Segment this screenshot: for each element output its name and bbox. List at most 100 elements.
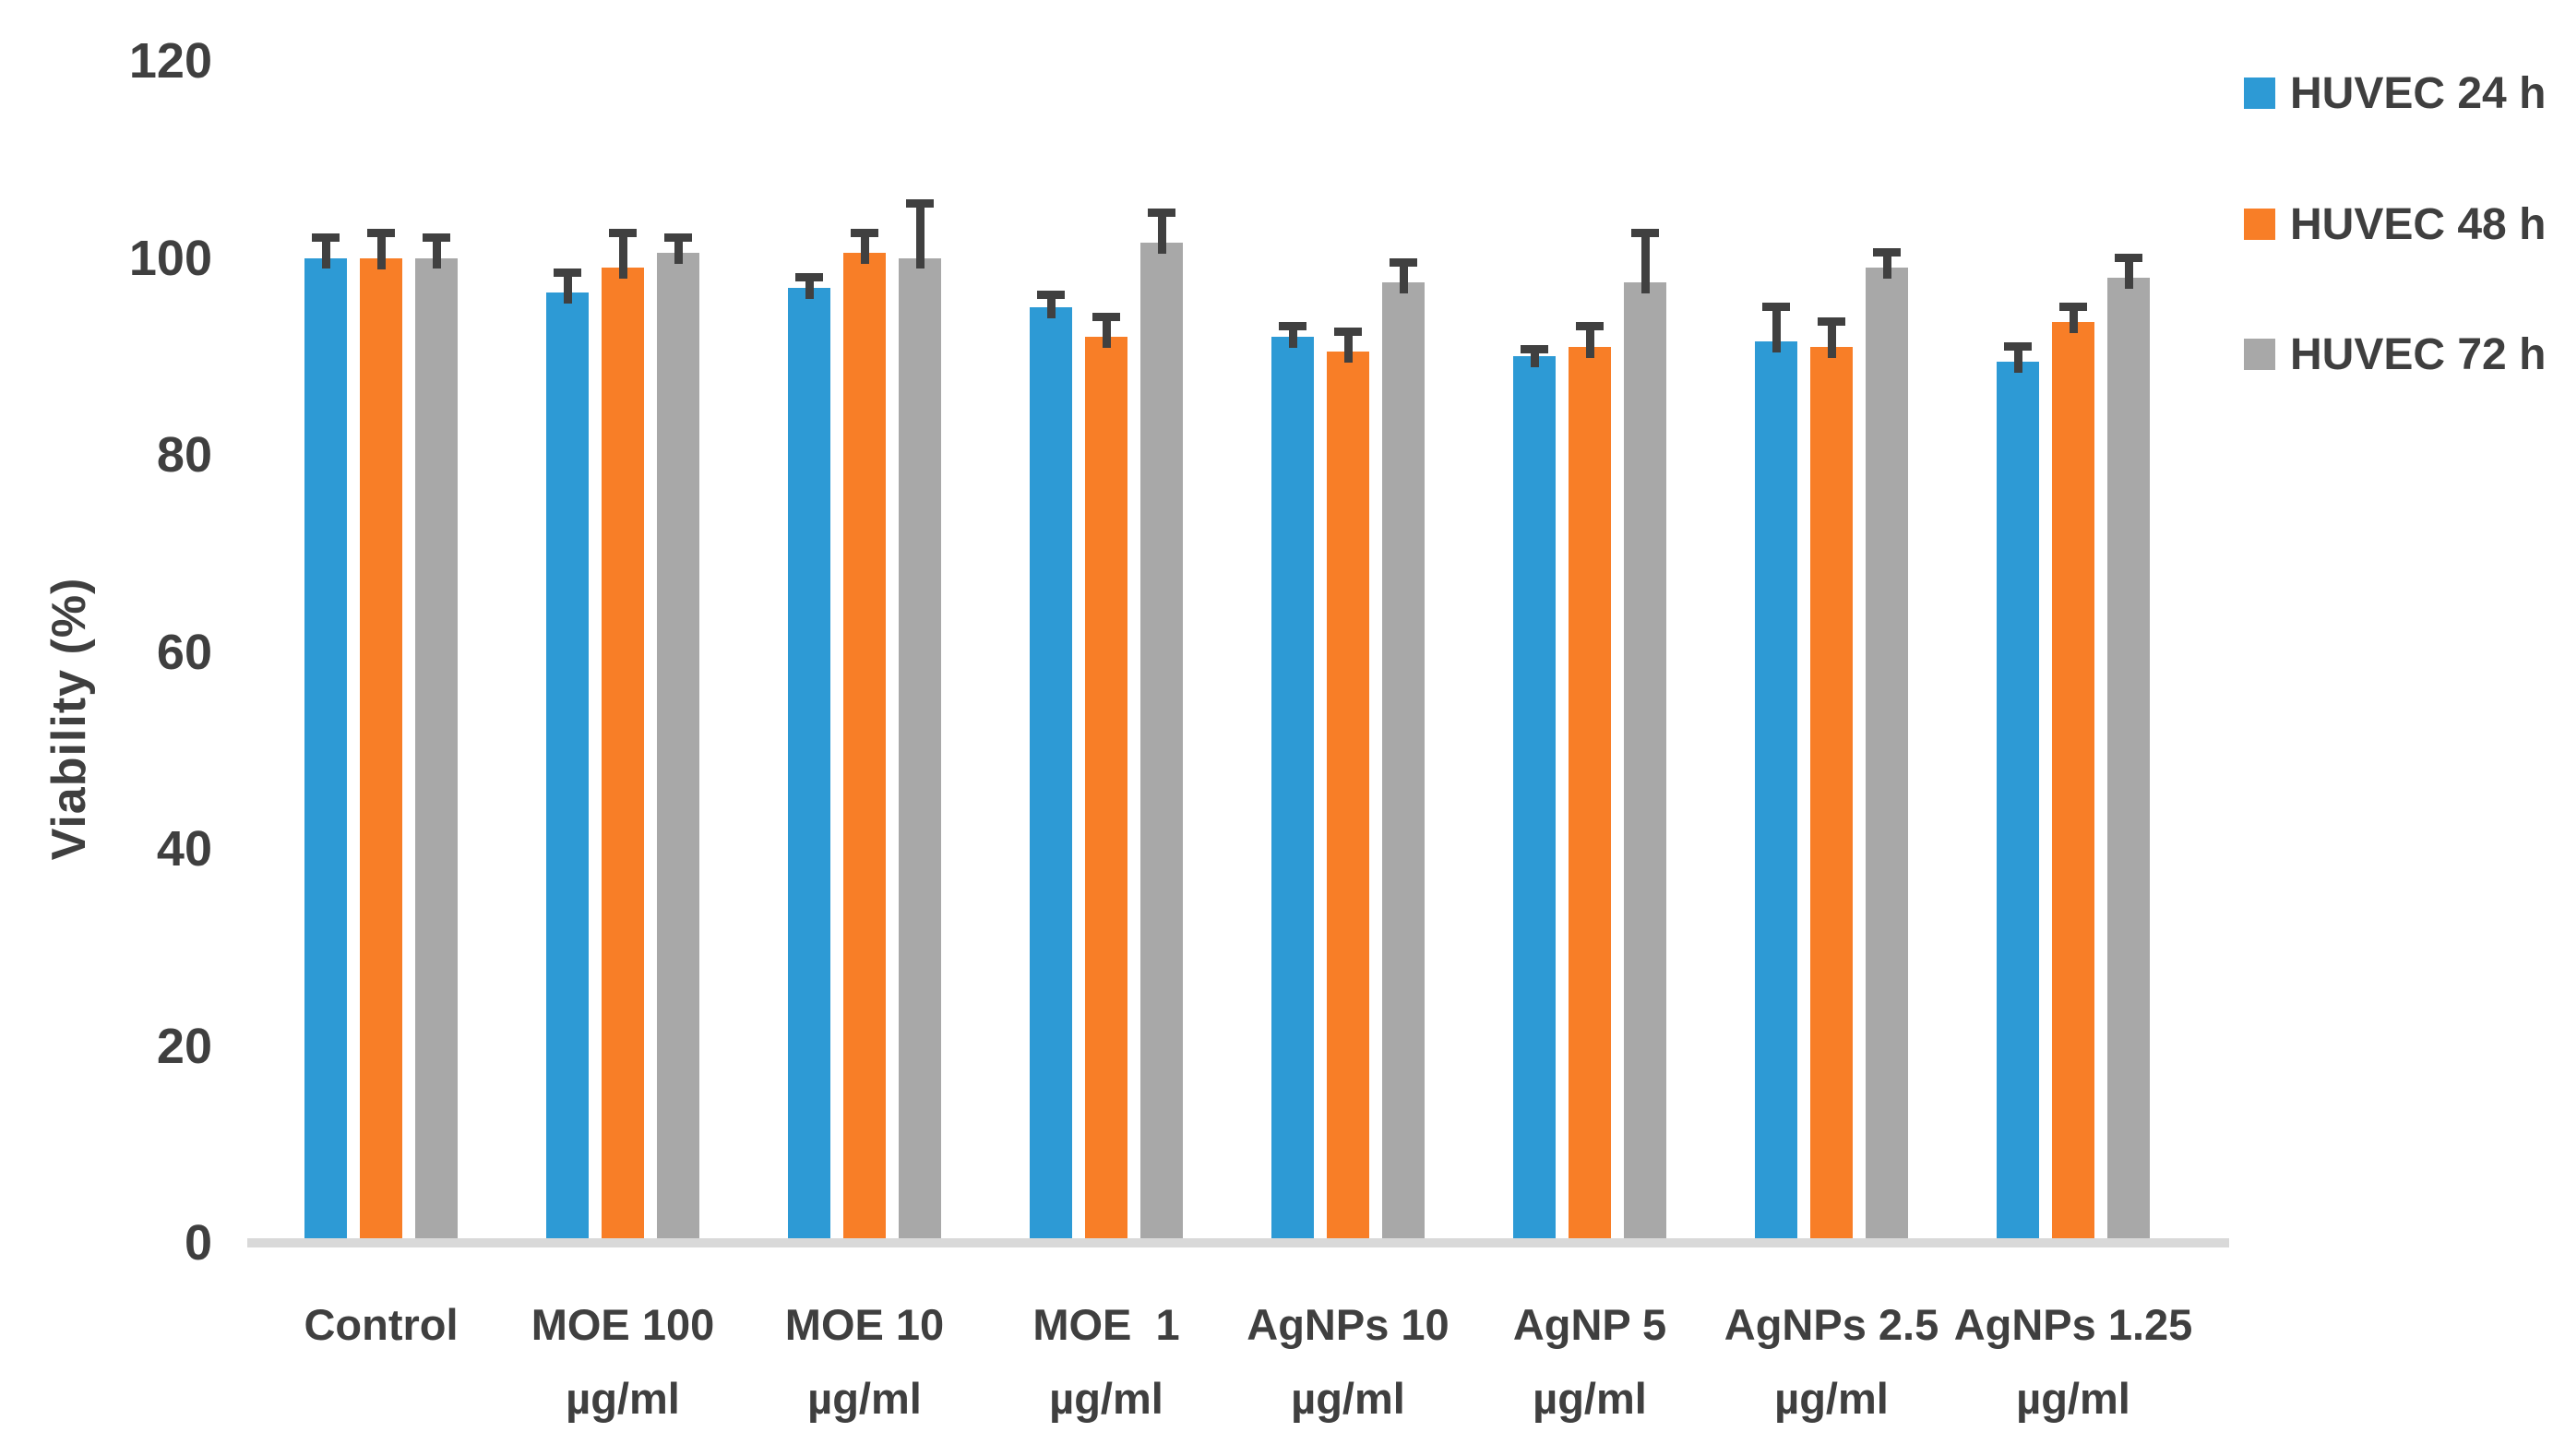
error-bar-cap xyxy=(1818,316,1845,326)
error-bar-whisker xyxy=(1530,349,1539,368)
bar xyxy=(1755,341,1797,1247)
legend-swatch xyxy=(2244,78,2275,109)
bar xyxy=(1382,282,1425,1247)
y-tick-label: 100 xyxy=(128,230,212,286)
error-bar-whisker xyxy=(1102,316,1111,348)
error-bar-whisker xyxy=(860,233,869,265)
bar xyxy=(843,253,886,1247)
error-bar-whisker xyxy=(376,233,386,269)
x-category-label: AgNPs 2.5 xyxy=(1724,1300,1939,1349)
x-category-unit-label: µg/ml xyxy=(1533,1374,1647,1423)
x-category-label: AgNPs 10 xyxy=(1247,1300,1449,1349)
error-bar-whisker xyxy=(1046,295,1056,318)
error-bar-cap xyxy=(367,228,395,237)
bar xyxy=(1085,336,1127,1247)
bar xyxy=(1866,268,1908,1247)
error-bar-cap xyxy=(1390,257,1417,267)
error-bar-cap xyxy=(851,228,878,237)
error-bar-whisker xyxy=(432,238,441,269)
bar xyxy=(304,257,347,1247)
bar xyxy=(2052,321,2094,1247)
y-tick-label: 20 xyxy=(156,1018,212,1074)
x-category-unit-label: µg/ml xyxy=(566,1374,680,1423)
error-bar-whisker xyxy=(618,233,627,280)
bar xyxy=(1271,336,1314,1247)
error-bar-whisker xyxy=(1827,321,1836,358)
legend-swatch xyxy=(2244,209,2275,240)
error-bar-whisker xyxy=(1288,327,1297,348)
x-category-unit-label: µg/ml xyxy=(807,1374,922,1423)
error-bar-whisker xyxy=(2124,257,2133,289)
x-category-unit-label: µg/ml xyxy=(1291,1374,1405,1423)
error-bar-cap xyxy=(1148,209,1175,218)
error-bar-whisker xyxy=(1882,253,1891,280)
bar xyxy=(1569,346,1611,1247)
error-bar-whisker xyxy=(1640,233,1650,294)
error-bar-whisker xyxy=(1343,331,1353,363)
x-category-label: MOE 1 xyxy=(1032,1300,1180,1349)
bar xyxy=(788,287,830,1247)
error-bar-cap xyxy=(906,198,934,208)
legend-label: HUVEC 72 h xyxy=(2290,329,2547,379)
error-bar-cap xyxy=(1576,322,1604,331)
bar xyxy=(657,253,699,1247)
error-bar-whisker xyxy=(674,238,683,265)
bar xyxy=(1030,306,1072,1247)
error-bar-cap xyxy=(1631,228,1659,237)
legend-item: HUVEC 24 h xyxy=(2244,69,2546,118)
legend-item: HUVEC 48 h xyxy=(2244,200,2546,249)
error-bar-whisker xyxy=(1585,327,1594,358)
error-bar-whisker xyxy=(805,277,814,299)
error-bar-cap xyxy=(1762,302,1790,311)
error-bar-cap xyxy=(312,233,340,243)
y-tick-label: 120 xyxy=(128,33,212,89)
y-axis-title: Viability (%) xyxy=(42,577,96,861)
bar xyxy=(1513,356,1556,1247)
error-bar-cap xyxy=(1521,344,1548,353)
error-bar-cap xyxy=(1037,291,1065,300)
x-category-label: AgNPs 1.25 xyxy=(1953,1300,2193,1349)
bar xyxy=(360,257,402,1247)
x-category-label: Control xyxy=(304,1300,459,1349)
error-bar-cap xyxy=(1092,312,1120,321)
x-category-label: AgNP 5 xyxy=(1512,1300,1667,1349)
y-tick-label: 40 xyxy=(156,821,212,877)
error-bar-cap xyxy=(795,272,823,281)
error-bar-cap xyxy=(2115,253,2142,262)
error-bar-cap xyxy=(1279,322,1306,331)
error-bar-whisker xyxy=(563,272,572,304)
legend-label: HUVEC 48 h xyxy=(2290,199,2547,249)
x-category-unit-label: µg/ml xyxy=(2016,1374,2130,1423)
error-bar-whisker xyxy=(915,203,925,269)
bar xyxy=(546,292,589,1247)
y-tick-label: 80 xyxy=(156,427,212,483)
bar xyxy=(1997,361,2039,1247)
error-bar-whisker xyxy=(1157,213,1166,255)
error-bar-whisker xyxy=(321,238,330,269)
x-axis-line xyxy=(247,1238,2229,1247)
y-tick-label: 60 xyxy=(156,624,212,680)
error-bar-cap xyxy=(664,233,692,243)
error-bar-whisker xyxy=(1772,306,1781,353)
error-bar-cap xyxy=(1334,327,1362,336)
error-bar-cap xyxy=(1873,248,1901,257)
error-bar-cap xyxy=(2059,302,2087,311)
bar xyxy=(899,257,941,1247)
x-category-unit-label: µg/ml xyxy=(1049,1374,1163,1423)
legend-label: HUVEC 24 h xyxy=(2290,68,2547,118)
x-category-label: MOE 10 xyxy=(784,1300,945,1349)
error-bar-cap xyxy=(2004,341,2032,351)
bar xyxy=(602,268,644,1247)
error-bar-cap xyxy=(609,228,637,237)
bar xyxy=(1810,346,1853,1247)
error-bar-cap xyxy=(554,268,581,277)
bar xyxy=(2107,277,2150,1247)
error-bar-whisker xyxy=(2069,306,2078,333)
bar xyxy=(415,257,458,1247)
error-bar-whisker xyxy=(2013,346,2022,373)
legend-swatch xyxy=(2244,339,2275,370)
x-category-label: MOE 100 xyxy=(531,1300,715,1349)
legend-item: HUVEC 72 h xyxy=(2244,330,2546,379)
x-category-unit-label: µg/ml xyxy=(1774,1374,1889,1423)
